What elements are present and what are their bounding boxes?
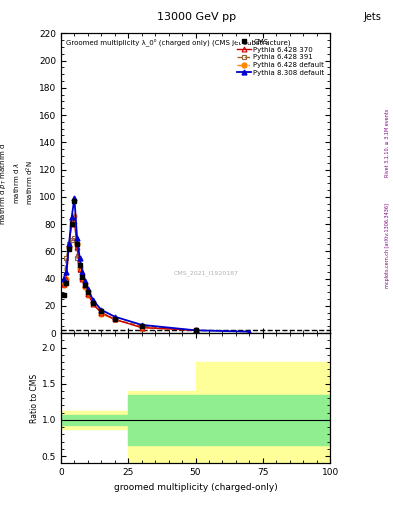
- Pythia 6.428 370: [77, 266, 82, 272]
- Pythia 6.428 370: [75, 244, 79, 250]
- Text: Jets: Jets: [364, 11, 381, 22]
- Pythia 6.428 370: [193, 327, 198, 333]
- Pythia 6.428 391: [61, 282, 66, 288]
- Pythia 6.428 default: [112, 316, 117, 323]
- Pythia 6.428 default: [140, 325, 144, 331]
- Pythia 8.308 default: [91, 297, 95, 304]
- Pythia 6.428 391: [83, 282, 88, 288]
- Pythia 6.428 391: [67, 241, 72, 247]
- Pythia 6.428 391: [112, 316, 117, 323]
- Pythia 6.428 391: [86, 290, 90, 296]
- CMS: [72, 198, 77, 204]
- Pythia 6.428 370: [140, 325, 144, 331]
- Line: Pythia 6.428 default: Pythia 6.428 default: [61, 214, 198, 333]
- Pythia 6.428 default: [193, 327, 198, 333]
- CMS: [80, 274, 85, 280]
- CMS: [75, 241, 79, 247]
- Pythia 6.428 391: [69, 237, 74, 243]
- CMS: [86, 289, 90, 295]
- Pythia 6.428 370: [72, 218, 77, 224]
- Pythia 6.428 default: [67, 244, 72, 250]
- Pythia 6.428 default: [99, 311, 104, 317]
- Text: mcplots.cern.ch [arXiv:1306.3436]: mcplots.cern.ch [arXiv:1306.3436]: [385, 203, 390, 288]
- Pythia 6.428 391: [75, 255, 79, 261]
- Pythia 8.308 default: [247, 329, 252, 335]
- CMS: [67, 245, 72, 251]
- Pythia 6.428 391: [72, 234, 77, 241]
- Pythia 6.428 default: [80, 275, 85, 282]
- Pythia 6.428 391: [193, 327, 198, 333]
- CMS: [140, 323, 144, 329]
- Pythia 6.428 370: [112, 316, 117, 323]
- Line: Pythia 8.308 default: Pythia 8.308 default: [61, 196, 252, 334]
- Pythia 6.428 default: [83, 284, 88, 290]
- Pythia 6.428 391: [99, 310, 104, 316]
- Pythia 6.428 default: [75, 241, 79, 247]
- Pythia 6.428 default: [86, 292, 90, 298]
- Pythia 8.308 default: [69, 214, 74, 220]
- Pythia 8.308 default: [75, 234, 79, 241]
- Pythia 8.308 default: [112, 314, 117, 320]
- Pythia 8.308 default: [67, 241, 72, 247]
- Text: 13000 GeV pp: 13000 GeV pp: [157, 11, 236, 22]
- Pythia 6.428 370: [91, 302, 95, 308]
- Pythia 8.308 default: [193, 327, 198, 333]
- CMS: [61, 292, 66, 298]
- Pythia 6.428 391: [80, 274, 85, 280]
- CMS: [193, 327, 198, 333]
- Pythia 8.308 default: [72, 195, 77, 201]
- Pythia 8.308 default: [83, 278, 88, 284]
- CMS: [77, 262, 82, 268]
- Pythia 6.428 391: [77, 267, 82, 273]
- CMS: [91, 300, 95, 306]
- Pythia 6.428 370: [61, 281, 66, 287]
- Pythia 6.428 default: [91, 300, 95, 306]
- Pythia 6.428 370: [67, 241, 72, 247]
- CMS: [83, 282, 88, 288]
- Pythia 6.428 370: [99, 310, 104, 316]
- Pythia 6.428 391: [64, 255, 69, 261]
- CMS: [69, 221, 74, 227]
- Legend: CMS, Pythia 6.428 370, Pythia 6.428 391, Pythia 6.428 default, Pythia 8.308 defa: CMS, Pythia 6.428 370, Pythia 6.428 391,…: [235, 37, 327, 78]
- Pythia 6.428 default: [64, 275, 69, 282]
- Pythia 8.308 default: [61, 275, 66, 282]
- Pythia 8.308 default: [86, 286, 90, 292]
- Pythia 6.428 370: [69, 221, 74, 227]
- Pythia 6.428 391: [140, 323, 144, 329]
- Pythia 6.428 default: [61, 282, 66, 288]
- Pythia 6.428 391: [91, 300, 95, 306]
- Pythia 6.428 370: [64, 275, 69, 282]
- Line: Pythia 6.428 370: Pythia 6.428 370: [61, 219, 198, 333]
- Text: CMS_2021_I1920187: CMS_2021_I1920187: [174, 270, 239, 276]
- Line: CMS: CMS: [61, 199, 198, 333]
- Pythia 8.308 default: [140, 322, 144, 328]
- Line: Pythia 6.428 391: Pythia 6.428 391: [61, 235, 198, 333]
- CMS: [64, 280, 69, 286]
- Pythia 8.308 default: [64, 269, 69, 275]
- Text: Rivet 3.1.10, ≥ 3.1M events: Rivet 3.1.10, ≥ 3.1M events: [385, 109, 390, 178]
- Y-axis label: Ratio to CMS: Ratio to CMS: [30, 374, 39, 423]
- Pythia 6.428 default: [77, 265, 82, 271]
- Pythia 6.428 370: [86, 290, 90, 296]
- Pythia 8.308 default: [80, 269, 85, 275]
- Pythia 6.428 370: [80, 275, 85, 282]
- X-axis label: groomed multiplicity (charged-only): groomed multiplicity (charged-only): [114, 483, 277, 492]
- Pythia 8.308 default: [77, 255, 82, 261]
- Pythia 6.428 default: [72, 213, 77, 219]
- CMS: [112, 316, 117, 323]
- Pythia 6.428 default: [69, 217, 74, 223]
- Y-axis label: mathrm d N
mathrm d
mathrm d $p_T$ mathrm d
mathrm d $\lambda$
mathrm d$^2$N: mathrm d N mathrm d mathrm d $p_T$ mathr…: [0, 142, 36, 225]
- Pythia 8.308 default: [99, 307, 104, 313]
- Pythia 6.428 370: [83, 282, 88, 288]
- CMS: [99, 308, 104, 314]
- Text: Groomed multiplicity λ_0⁰ (charged only) (CMS jet substructure): Groomed multiplicity λ_0⁰ (charged only)…: [66, 38, 291, 46]
